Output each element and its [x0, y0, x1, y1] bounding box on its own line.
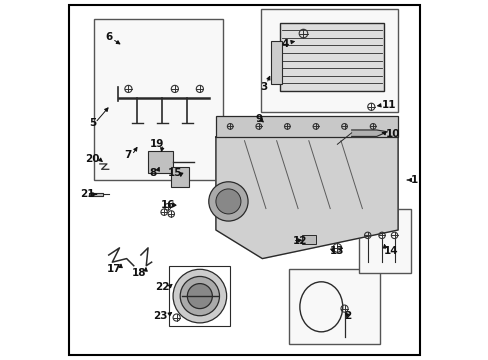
Text: 17: 17: [106, 264, 121, 274]
Bar: [171, 167, 189, 187]
Circle shape: [180, 276, 219, 316]
Text: 2: 2: [344, 311, 351, 321]
Text: 4: 4: [281, 39, 288, 49]
Text: 10: 10: [385, 129, 399, 139]
Text: 7: 7: [124, 150, 132, 160]
Text: 19: 19: [149, 139, 164, 149]
Text: 8: 8: [149, 168, 157, 178]
Bar: [301, 235, 315, 244]
Text: 23: 23: [153, 311, 167, 321]
Bar: [94, 19, 223, 180]
Polygon shape: [89, 193, 103, 196]
Bar: [148, 152, 173, 173]
Text: 6: 6: [105, 32, 112, 42]
Bar: [288, 269, 380, 344]
Text: 3: 3: [260, 82, 267, 92]
Bar: [260, 9, 397, 112]
Bar: [216, 116, 397, 137]
Text: 13: 13: [329, 247, 344, 256]
Bar: [358, 208, 410, 273]
Circle shape: [187, 284, 212, 309]
Text: 5: 5: [89, 118, 96, 128]
Bar: [280, 23, 383, 91]
Text: 21: 21: [80, 189, 94, 199]
Text: 14: 14: [383, 247, 398, 256]
Text: 22: 22: [155, 282, 169, 292]
Text: 18: 18: [131, 268, 146, 278]
Polygon shape: [216, 137, 397, 258]
Circle shape: [173, 269, 226, 323]
Text: 20: 20: [85, 154, 100, 163]
Polygon shape: [351, 130, 386, 136]
Text: 12: 12: [292, 236, 306, 246]
Bar: [169, 266, 230, 327]
Text: 16: 16: [160, 200, 175, 210]
Bar: [271, 41, 282, 84]
Text: 11: 11: [381, 100, 396, 110]
Text: 9: 9: [255, 114, 262, 124]
Text: 15: 15: [167, 168, 182, 178]
Text: 1: 1: [410, 175, 417, 185]
Circle shape: [216, 189, 241, 214]
Circle shape: [208, 182, 247, 221]
